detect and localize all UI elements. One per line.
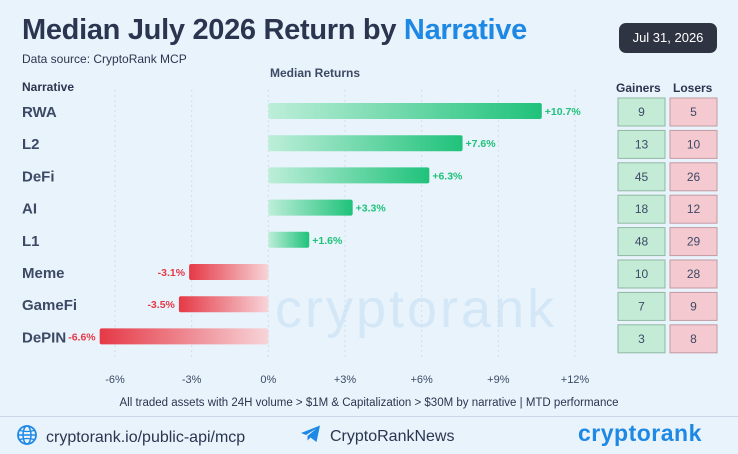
losers-cell	[669, 129, 718, 159]
losers-cell	[669, 97, 718, 127]
api-link[interactable]: cryptorank.io/public-api/mcp	[16, 424, 245, 451]
gainers-cell	[617, 291, 666, 321]
value-label: +7.6%	[466, 138, 497, 150]
globe-icon	[16, 424, 38, 451]
axis-title: Median Returns	[270, 66, 360, 80]
telegram-text: CryptoRankNews	[330, 427, 455, 445]
value-label: +10.7%	[545, 106, 582, 118]
gainers-value: 18	[635, 202, 649, 216]
gainers-value: 9	[638, 105, 645, 119]
x-tick-label: 0%	[260, 374, 276, 386]
losers-value: 10	[687, 137, 701, 151]
losers-cell	[669, 162, 718, 192]
telegram-link[interactable]: CryptoRankNews	[300, 424, 454, 449]
value-label: -3.5%	[147, 299, 175, 311]
losers-value: 9	[690, 299, 697, 313]
x-tick-label: -3%	[182, 374, 202, 386]
value-label: -6.6%	[68, 331, 96, 343]
losers-cell	[669, 259, 718, 289]
gainers-cell	[617, 194, 666, 224]
category-label: L2	[22, 136, 40, 153]
bar	[268, 231, 310, 248]
value-label: +1.6%	[312, 235, 343, 247]
telegram-icon	[300, 424, 322, 449]
title-highlight: Narrative	[403, 14, 527, 46]
value-label: +3.3%	[356, 203, 387, 215]
losers-cell	[669, 324, 718, 354]
gainers-cell	[617, 129, 666, 159]
x-tick-label: +3%	[334, 374, 357, 386]
bar	[268, 199, 353, 216]
bar	[189, 264, 269, 280]
brand-logo: cryptorank	[578, 420, 702, 446]
chart-title: Median July 2026 Return by Narrative	[22, 14, 527, 47]
category-label: AI	[22, 201, 37, 218]
losers-cell	[669, 291, 718, 321]
gainers-header: Gainers	[616, 81, 661, 95]
gainers-value: 48	[635, 235, 649, 249]
category-label: RWA	[22, 104, 57, 121]
losers-value: 29	[687, 235, 701, 249]
gainers-value: 10	[635, 267, 649, 281]
title-main: Median July 2026 Return by	[22, 14, 404, 46]
losers-value: 28	[687, 267, 701, 281]
losers-header: Losers	[673, 81, 713, 95]
chart-subtitle: Data source: CryptoRank MCP	[22, 52, 187, 66]
footer-divider	[0, 416, 738, 417]
category-label: L1	[22, 233, 40, 250]
x-tick-label: +12%	[561, 374, 590, 386]
category-label: DeFi	[22, 168, 55, 185]
footnote: All traded assets with 24H volume > $1M …	[119, 397, 619, 409]
gainers-cell	[617, 97, 666, 127]
gainers-value: 7	[638, 299, 645, 313]
bar	[268, 135, 463, 152]
gainers-cell	[617, 324, 666, 354]
api-link-text: cryptorank.io/public-api/mcp	[46, 428, 246, 446]
losers-value: 26	[687, 170, 701, 184]
bar	[178, 296, 269, 313]
bar	[268, 103, 542, 119]
x-tick-label: +9%	[487, 374, 510, 386]
gainers-value: 45	[635, 170, 649, 184]
gainers-value: 3	[638, 332, 645, 346]
value-label: +6.3%	[432, 170, 463, 182]
gainers-cell	[617, 227, 666, 257]
category-label: Meme	[22, 265, 65, 282]
losers-value: 12	[687, 202, 701, 216]
losers-value: 8	[690, 332, 697, 346]
category-label: DePIN	[22, 329, 66, 346]
x-tick-label: -6%	[105, 374, 125, 386]
bar	[99, 328, 269, 345]
gainers-value: 13	[635, 137, 649, 151]
category-label: GameFi	[22, 297, 77, 314]
value-label: -3.1%	[158, 267, 186, 279]
x-tick-label: +6%	[411, 374, 434, 386]
bar	[268, 167, 430, 184]
watermark: cryptorank	[275, 279, 558, 339]
category-header: Narrative	[22, 80, 74, 94]
gainers-cell	[617, 259, 666, 289]
losers-cell	[669, 227, 718, 257]
gainers-cell	[617, 162, 666, 192]
losers-cell	[669, 194, 718, 224]
losers-value: 5	[690, 105, 697, 119]
date-badge: Jul 31, 2026	[619, 23, 717, 53]
